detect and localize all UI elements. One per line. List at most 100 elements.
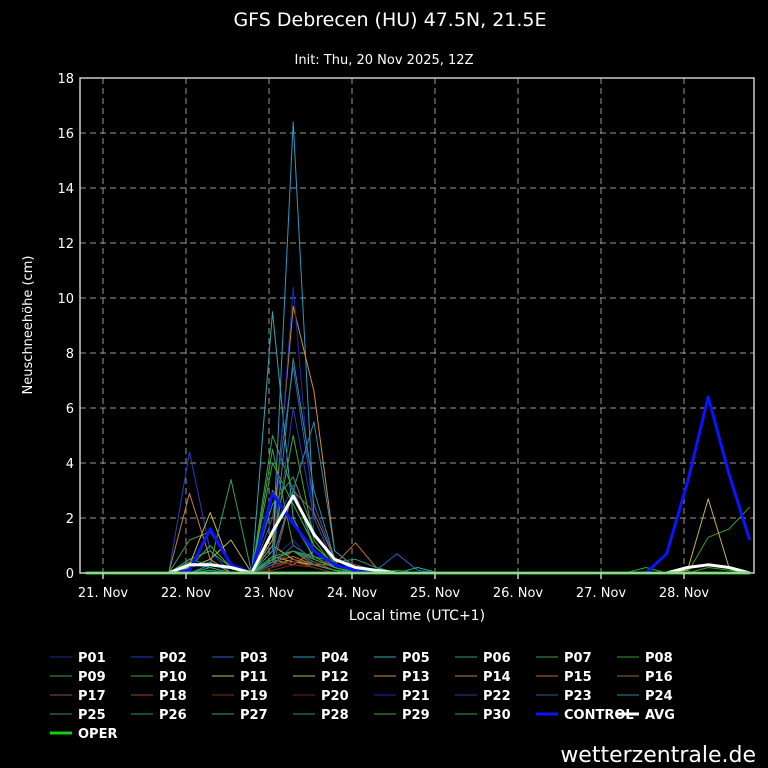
legend-item-p20: P20 [293, 689, 349, 704]
legend-label: P27 [240, 708, 268, 723]
legend: P01 P02 P03 P04 P05 P06 P07 P08 P09 P10 P11 P12 P13 P… [50, 651, 675, 742]
legend-item-p29: P29 [374, 708, 430, 723]
legend-item-control: CONTROL [536, 708, 634, 723]
legend-item-p25: P25 [50, 708, 106, 723]
legend-item-p08: P08 [617, 651, 673, 666]
legend-item-p21: P21 [374, 689, 430, 704]
legend-item-p19: P19 [212, 689, 268, 704]
legend-label: P06 [483, 651, 511, 666]
legend-label: P30 [483, 708, 511, 723]
legend-label: P28 [321, 708, 349, 723]
chart-subtitle: Init: Thu, 20 Nov 2025, 12Z [295, 53, 474, 68]
legend-label: P12 [321, 670, 349, 685]
series-line-p29 [85, 435, 750, 574]
series-line-p04 [85, 121, 750, 574]
legend-label: P04 [321, 651, 349, 666]
x-tick-label: 25. Nov [410, 586, 460, 601]
y-tick-label: 12 [57, 237, 74, 252]
legend-label: P23 [564, 689, 592, 704]
legend-item-p17: P17 [50, 689, 106, 704]
series-line-p16 [85, 490, 750, 574]
series-line-p06 [85, 435, 750, 574]
grid [80, 78, 754, 573]
series-line-p02 [85, 451, 750, 574]
series-line-p22 [85, 407, 750, 574]
legend-item-avg: AVG [617, 708, 675, 723]
legend-label: P17 [78, 689, 106, 704]
legend-item-p09: P09 [50, 670, 106, 685]
legend-label: P07 [564, 651, 592, 666]
x-tick-label: 21. Nov [78, 586, 128, 601]
legend-label: P22 [483, 689, 511, 704]
legend-label: P21 [402, 689, 430, 704]
legend-item-p18: P18 [131, 689, 187, 704]
series-line-p05 [85, 311, 750, 574]
y-tick-label: 10 [57, 292, 74, 307]
legend-label: P13 [402, 670, 430, 685]
legend-label: P25 [78, 708, 106, 723]
series-line-p09 [85, 490, 750, 574]
x-tick-label: 22. Nov [161, 586, 211, 601]
legend-label: P16 [645, 670, 673, 685]
x-tick-label: 26. Nov [493, 586, 543, 601]
legend-label: P10 [159, 670, 187, 685]
legend-item-p15: P15 [536, 670, 592, 685]
legend-label: P05 [402, 651, 430, 666]
plot-frame [79, 77, 755, 574]
series-line-p21 [85, 286, 750, 574]
legend-item-p06: P06 [455, 651, 511, 666]
x-axis-label: Local time (UTC+1) [349, 608, 485, 624]
legend-label: OPER [78, 727, 117, 742]
legend-item-p26: P26 [131, 708, 187, 723]
legend-item-p10: P10 [131, 670, 187, 685]
series-lines [85, 121, 752, 575]
legend-label: P26 [159, 708, 187, 723]
legend-label: CONTROL [564, 708, 634, 723]
legend-label: P24 [645, 689, 673, 704]
legend-label: P14 [483, 670, 511, 685]
legend-label: AVG [645, 708, 675, 723]
legend-label: P03 [240, 651, 268, 666]
legend-item-p23: P23 [536, 689, 592, 704]
x-tick-label: 24. Nov [327, 586, 377, 601]
y-axis: 0 2 4 6 8 10 12 14 16 18 [57, 72, 74, 582]
legend-label: P11 [240, 670, 268, 685]
legend-item-p03: P03 [212, 651, 268, 666]
y-tick-label: 8 [66, 347, 74, 362]
legend-item-p07: P07 [536, 651, 592, 666]
y-tick-label: 14 [57, 182, 74, 197]
legend-item-p05: P05 [374, 651, 430, 666]
series-line-p14 [85, 492, 750, 574]
legend-item-p02: P02 [131, 651, 187, 666]
x-tick-label: 28. Nov [659, 586, 709, 601]
x-axis: 21. Nov 22. Nov 23. Nov 24. Nov 25. Nov 26. N… [78, 573, 709, 601]
legend-label: P09 [78, 670, 106, 685]
y-tick-label: 0 [66, 567, 74, 582]
legend-item-p13: P13 [374, 670, 430, 685]
legend-label: P08 [645, 651, 673, 666]
legend-item-p11: P11 [212, 670, 268, 685]
legend-item-p16: P16 [617, 670, 673, 685]
chart-title: GFS Debrecen (HU) 47.5N, 21.5E [233, 9, 546, 31]
series-line-p13 [85, 305, 750, 574]
legend-item-p22: P22 [455, 689, 511, 704]
legend-item-p04: P04 [293, 651, 349, 666]
series-line-p24 [85, 421, 750, 574]
series-line-p08 [85, 506, 751, 574]
legend-item-oper: OPER [50, 727, 117, 742]
y-tick-label: 18 [57, 72, 74, 87]
legend-item-p27: P27 [212, 708, 268, 723]
y-tick-label: 2 [66, 512, 74, 527]
legend-item-p12: P12 [293, 670, 349, 685]
legend-label: P02 [159, 651, 187, 666]
watermark: wetterzentrale.de [560, 743, 756, 768]
series-line-p03 [85, 366, 750, 574]
x-tick-label: 27. Nov [576, 586, 626, 601]
legend-item-p01: P01 [50, 651, 106, 666]
legend-item-p30: P30 [455, 708, 511, 723]
series-line-p27 [85, 479, 750, 574]
legend-label: P18 [159, 689, 187, 704]
y-tick-label: 6 [66, 402, 74, 417]
y-tick-label: 16 [57, 127, 74, 142]
